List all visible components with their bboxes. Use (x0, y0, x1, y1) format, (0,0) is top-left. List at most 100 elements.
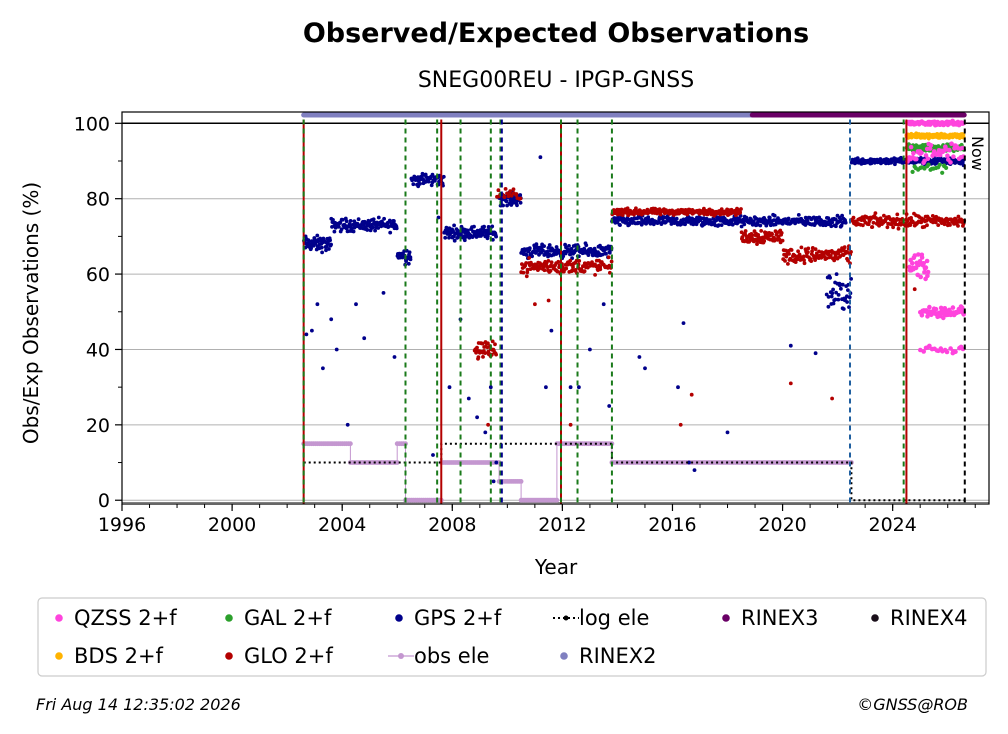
glo-series-point (802, 258, 806, 262)
legend-label: RINEX3 (741, 606, 819, 630)
glo-series-point (494, 352, 498, 357)
gps-series-outlier (392, 355, 397, 359)
glo-series-point (521, 270, 526, 275)
gps-series-point (639, 222, 644, 227)
gps-series-point (320, 250, 324, 255)
gal-series-point (910, 169, 915, 174)
glo-series-point (891, 225, 895, 230)
legend: QZSS 2+f GAL 2+f GPS 2+f log ele RINEX3 RINEX… (55, 606, 968, 668)
glo-series-point (793, 260, 798, 264)
gps-series-point (472, 224, 476, 229)
gps-series-point (452, 238, 457, 243)
gps-series-point (843, 220, 848, 225)
obs-ele-points (301, 441, 854, 503)
glo-series-point (476, 355, 481, 359)
gps-series-point (561, 254, 566, 259)
gps-series-point (336, 224, 341, 229)
glo-series-point (799, 245, 804, 250)
legend-marker (225, 652, 233, 660)
gps-series-point (836, 293, 841, 297)
glo-series-outlier (689, 392, 694, 397)
axis-ticks: 0 20 40 60 80 100 1996 2000 2004 2008 2012 2016 2020… (74, 113, 976, 536)
glo-series-point (475, 345, 479, 350)
chart-subtitle: SNEG00REU - IPGP-GNSS (418, 68, 694, 93)
gps-series-point (607, 250, 612, 255)
gps-series-point (462, 238, 467, 243)
glo-series-point (786, 262, 790, 266)
gps-series-point (569, 247, 574, 251)
gps-series-point (490, 224, 495, 229)
gps-series-point (541, 248, 545, 253)
glo-series-point (832, 258, 837, 263)
gps-series-outlier (544, 385, 548, 390)
glo-series-point (549, 260, 554, 265)
glo-series-point (885, 225, 890, 230)
glo-series-point (546, 259, 551, 263)
gps-series-point (524, 253, 529, 257)
glo-series-point (831, 250, 836, 255)
gps-series-point (834, 272, 839, 276)
obs-ele-point (394, 460, 400, 465)
gps-series-point (518, 200, 523, 205)
qzss-series-point (921, 261, 926, 266)
gps-series-outlier (788, 343, 793, 348)
gps-series-outlier (436, 215, 441, 220)
gps-series-point (834, 290, 838, 295)
qzss-series-point (950, 305, 956, 310)
gps-series-point (749, 217, 753, 222)
gps-series-point (392, 219, 396, 223)
y-tick-label: 60 (86, 264, 110, 286)
gps-series-point (356, 217, 361, 222)
glo-series-point (593, 273, 597, 277)
gps-series-outlier (310, 328, 314, 333)
qzss-series-point (953, 349, 958, 355)
glo-series-point (895, 212, 900, 217)
gps-series-point (855, 156, 860, 161)
y-tick-label: 80 (86, 189, 110, 211)
glo-series-point (742, 239, 747, 244)
legend-label: GLO 2+f (244, 644, 333, 668)
glo-series-point (606, 255, 611, 260)
glo-series-point (548, 269, 553, 273)
gps-series-point (618, 223, 622, 228)
qzss-series-point (959, 305, 965, 311)
gps-series-point (847, 305, 851, 309)
qzss-series-point (925, 314, 930, 319)
gps-series-point (447, 235, 451, 240)
glo-series-point (936, 223, 941, 228)
glo-series-point (514, 192, 519, 196)
glo-series-point (896, 226, 901, 231)
glo-series-outlier (486, 422, 490, 427)
gps-series-outlier (475, 415, 479, 420)
qzss-series-point (923, 265, 929, 270)
gps-series-point (418, 182, 422, 186)
qzss-series-point (937, 152, 943, 158)
gps-series-outlier (321, 366, 325, 371)
gal-series-point (937, 162, 942, 167)
x-tick-label: 2024 (868, 514, 916, 536)
y-tick-label: 100 (74, 113, 110, 135)
legend-marker (722, 614, 730, 622)
y-tick-label: 20 (86, 415, 110, 437)
gps-series-point (847, 295, 852, 300)
gps-series-outlier (362, 336, 367, 341)
gps-series-point (554, 252, 559, 256)
gps-series-point (327, 247, 331, 251)
glo-series-point (877, 223, 881, 228)
qzss-series-point (921, 349, 926, 354)
gps-series-point (763, 218, 768, 223)
gps-series-point (344, 219, 349, 224)
gps-series-point (429, 183, 434, 188)
glo-series-point (571, 265, 575, 269)
gps-series-point (546, 246, 551, 250)
legend-label: GPS 2+f (414, 606, 502, 630)
glo-series-point (882, 213, 886, 218)
gps-series-point (331, 218, 335, 222)
qzss-series-point (941, 315, 946, 321)
glo-series-point (738, 210, 742, 215)
glo-series-point (813, 258, 817, 262)
gps-series-point (491, 237, 495, 242)
glo-series-point (810, 249, 814, 254)
bds-series (904, 131, 966, 141)
gps-series-point (796, 213, 801, 217)
